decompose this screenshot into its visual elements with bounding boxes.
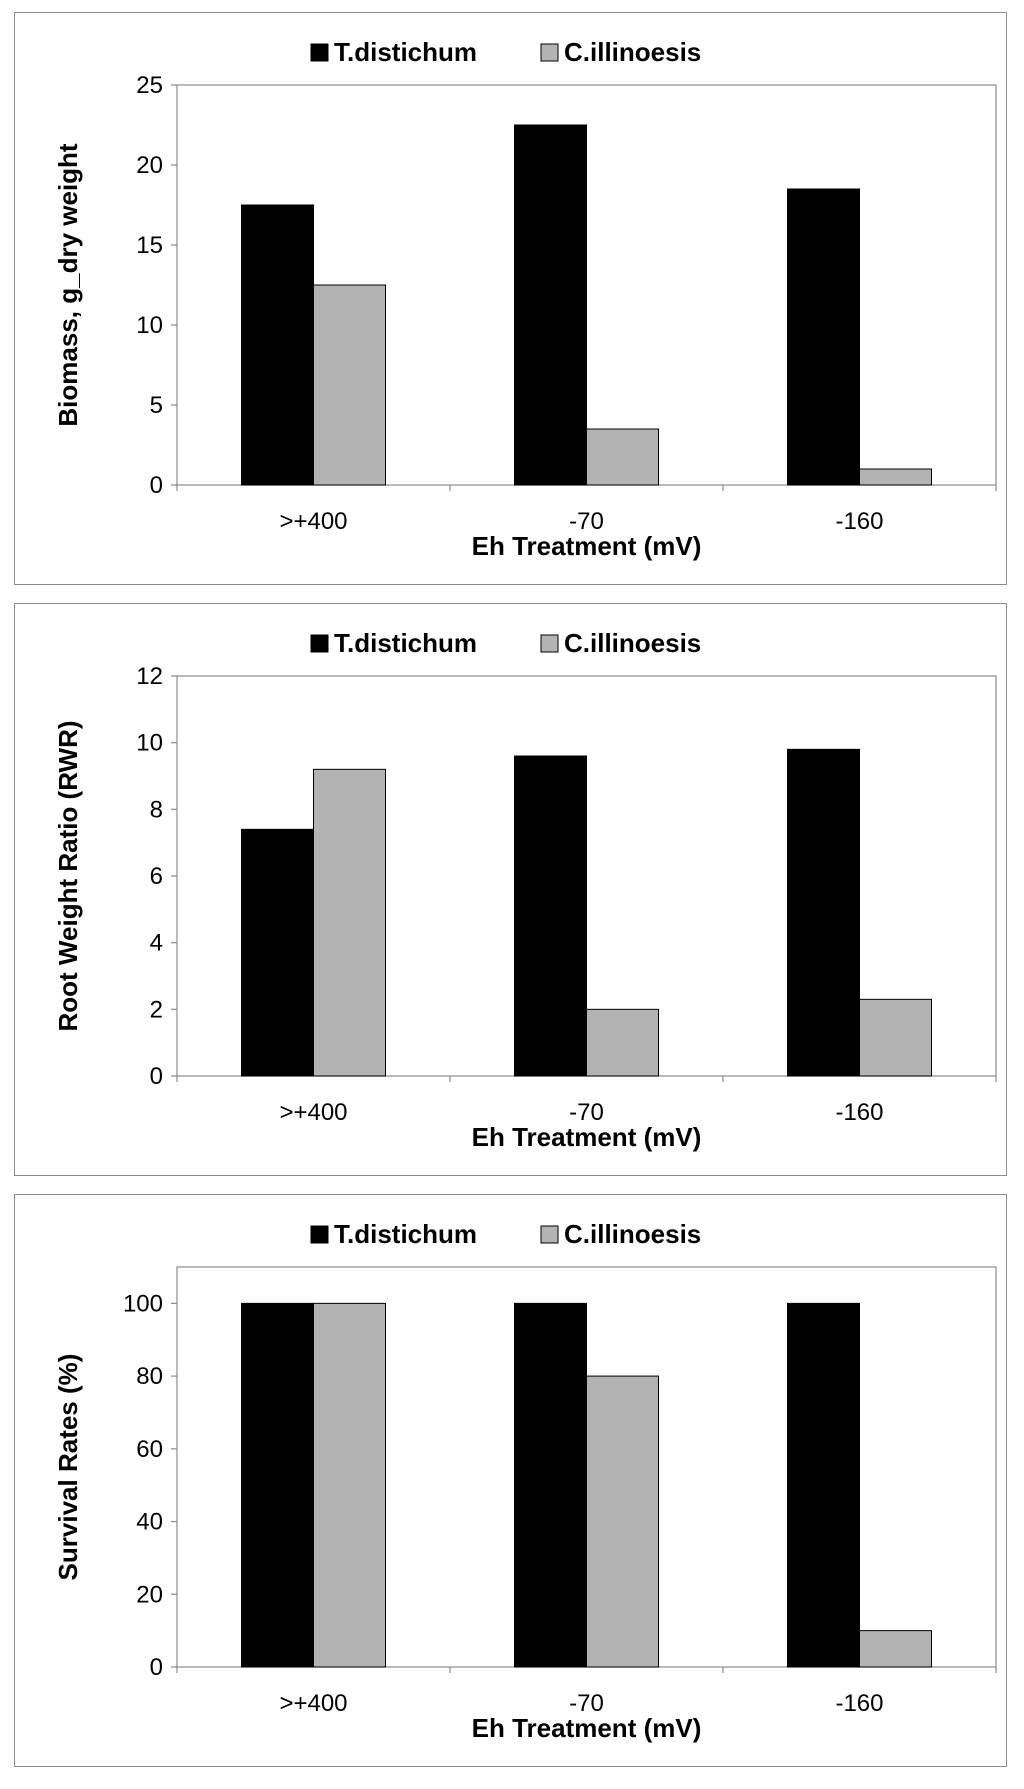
y-tick-label: 15: [136, 232, 163, 259]
y-tick-label: 60: [136, 1436, 163, 1463]
y-tick-label: 20: [136, 1581, 163, 1608]
bar-tdistichum-1: [514, 755, 587, 1077]
y-tick-label: 6: [150, 863, 163, 890]
bar-cillinoesis-1: [586, 1375, 659, 1668]
y-tick-label: 2: [150, 996, 163, 1023]
biomass-chart: 0 5 10 15 20 25 >+400 -70 -160 Eh Treatment (mV) B…: [53, 37, 997, 561]
x-axis-label: Eh Treatment (mV): [472, 1713, 702, 1743]
legend-label-0: T.distichum: [334, 37, 477, 67]
legend-label-1: C.illinoesis: [564, 1219, 701, 1249]
bar-tdistichum-0: [241, 1302, 314, 1668]
bar-cillinoesis-1: [586, 428, 659, 486]
x-tick-label: >+400: [279, 508, 347, 535]
y-tick-label: 10: [136, 312, 163, 339]
bar-cillinoesis-2: [859, 998, 932, 1077]
y-tick-label: 20: [136, 152, 163, 179]
x-axis-label: Eh Treatment (mV): [472, 531, 702, 561]
bar-tdistichum-2: [787, 1302, 860, 1668]
x-axis-label: Eh Treatment (mV): [472, 1122, 702, 1152]
legend-swatch-0: [310, 43, 329, 62]
y-tick-label: 0: [150, 1063, 163, 1090]
bar-cillinoesis-0: [313, 284, 386, 486]
survival-rates-chart: 0 20 40 60 80 100 >+400 -70 -160 Eh Treatment (mV…: [53, 1219, 997, 1743]
y-tick-label: 0: [150, 1654, 163, 1681]
y-tick-label: 100: [123, 1290, 163, 1317]
root-weight-ratio-chart: 0 2 4 6 8 10 12 >+400 -70 -160 Eh Treatment (mV) Ro…: [53, 628, 997, 1152]
x-tick-label: -70: [569, 508, 604, 535]
legend-swatch-1: [540, 634, 559, 653]
y-tick-label: 25: [136, 72, 163, 99]
x-tick-label: -160: [835, 1690, 883, 1717]
bar-tdistichum-2: [787, 188, 860, 486]
legend-swatch-0: [310, 634, 329, 653]
y-tick-label: 8: [150, 796, 163, 823]
legend-label-0: T.distichum: [334, 628, 477, 658]
y-tick-label: 40: [136, 1509, 163, 1536]
x-tick-label: -70: [569, 1099, 604, 1126]
bar-cillinoesis-0: [313, 768, 386, 1077]
bar-cillinoesis-0: [313, 1302, 386, 1668]
bar-cillinoesis-1: [586, 1008, 659, 1077]
x-tick-label: -160: [835, 1099, 883, 1126]
y-tick-label: 80: [136, 1363, 163, 1390]
legend-swatch-1: [540, 1225, 559, 1244]
bar-tdistichum-1: [514, 1302, 587, 1668]
bar-cillinoesis-2: [859, 1630, 932, 1668]
bar-cillinoesis-2: [859, 468, 932, 486]
y-tick-label: 4: [150, 930, 163, 957]
legend-swatch-1: [540, 43, 559, 62]
y-axis-label: Root Weight Ratio (RWR): [53, 721, 83, 1032]
survival-chart-panel: 0 20 40 60 80 100 >+400 -70 -160 Eh Treatment (mV…: [14, 1194, 1007, 1767]
y-axis-label: Survival Rates (%): [53, 1354, 83, 1581]
legend-swatch-0: [310, 1225, 329, 1244]
x-tick-label: -70: [569, 1690, 604, 1717]
x-tick-label: >+400: [279, 1099, 347, 1126]
legend-label-0: T.distichum: [334, 1219, 477, 1249]
y-tick-label: 0: [150, 472, 163, 499]
y-axis-label: Biomass, g_dry weight: [53, 143, 83, 427]
bar-tdistichum-0: [241, 204, 314, 486]
x-tick-label: -160: [835, 508, 883, 535]
y-tick-label: 5: [150, 392, 163, 419]
rwr-chart-panel: 0 2 4 6 8 10 12 >+400 -70 -160 Eh Treatment (mV) Ro…: [14, 603, 1007, 1176]
biomass-chart-panel: 0 5 10 15 20 25 >+400 -70 -160 Eh Treatment (mV) B…: [14, 12, 1007, 585]
y-tick-label: 10: [136, 730, 163, 757]
legend-label-1: C.illinoesis: [564, 37, 701, 67]
x-tick-label: >+400: [279, 1690, 347, 1717]
bar-tdistichum-1: [514, 124, 587, 486]
legend-label-1: C.illinoesis: [564, 628, 701, 658]
bar-tdistichum-2: [787, 748, 860, 1077]
y-tick-label: 12: [136, 663, 163, 690]
bar-tdistichum-0: [241, 828, 314, 1077]
